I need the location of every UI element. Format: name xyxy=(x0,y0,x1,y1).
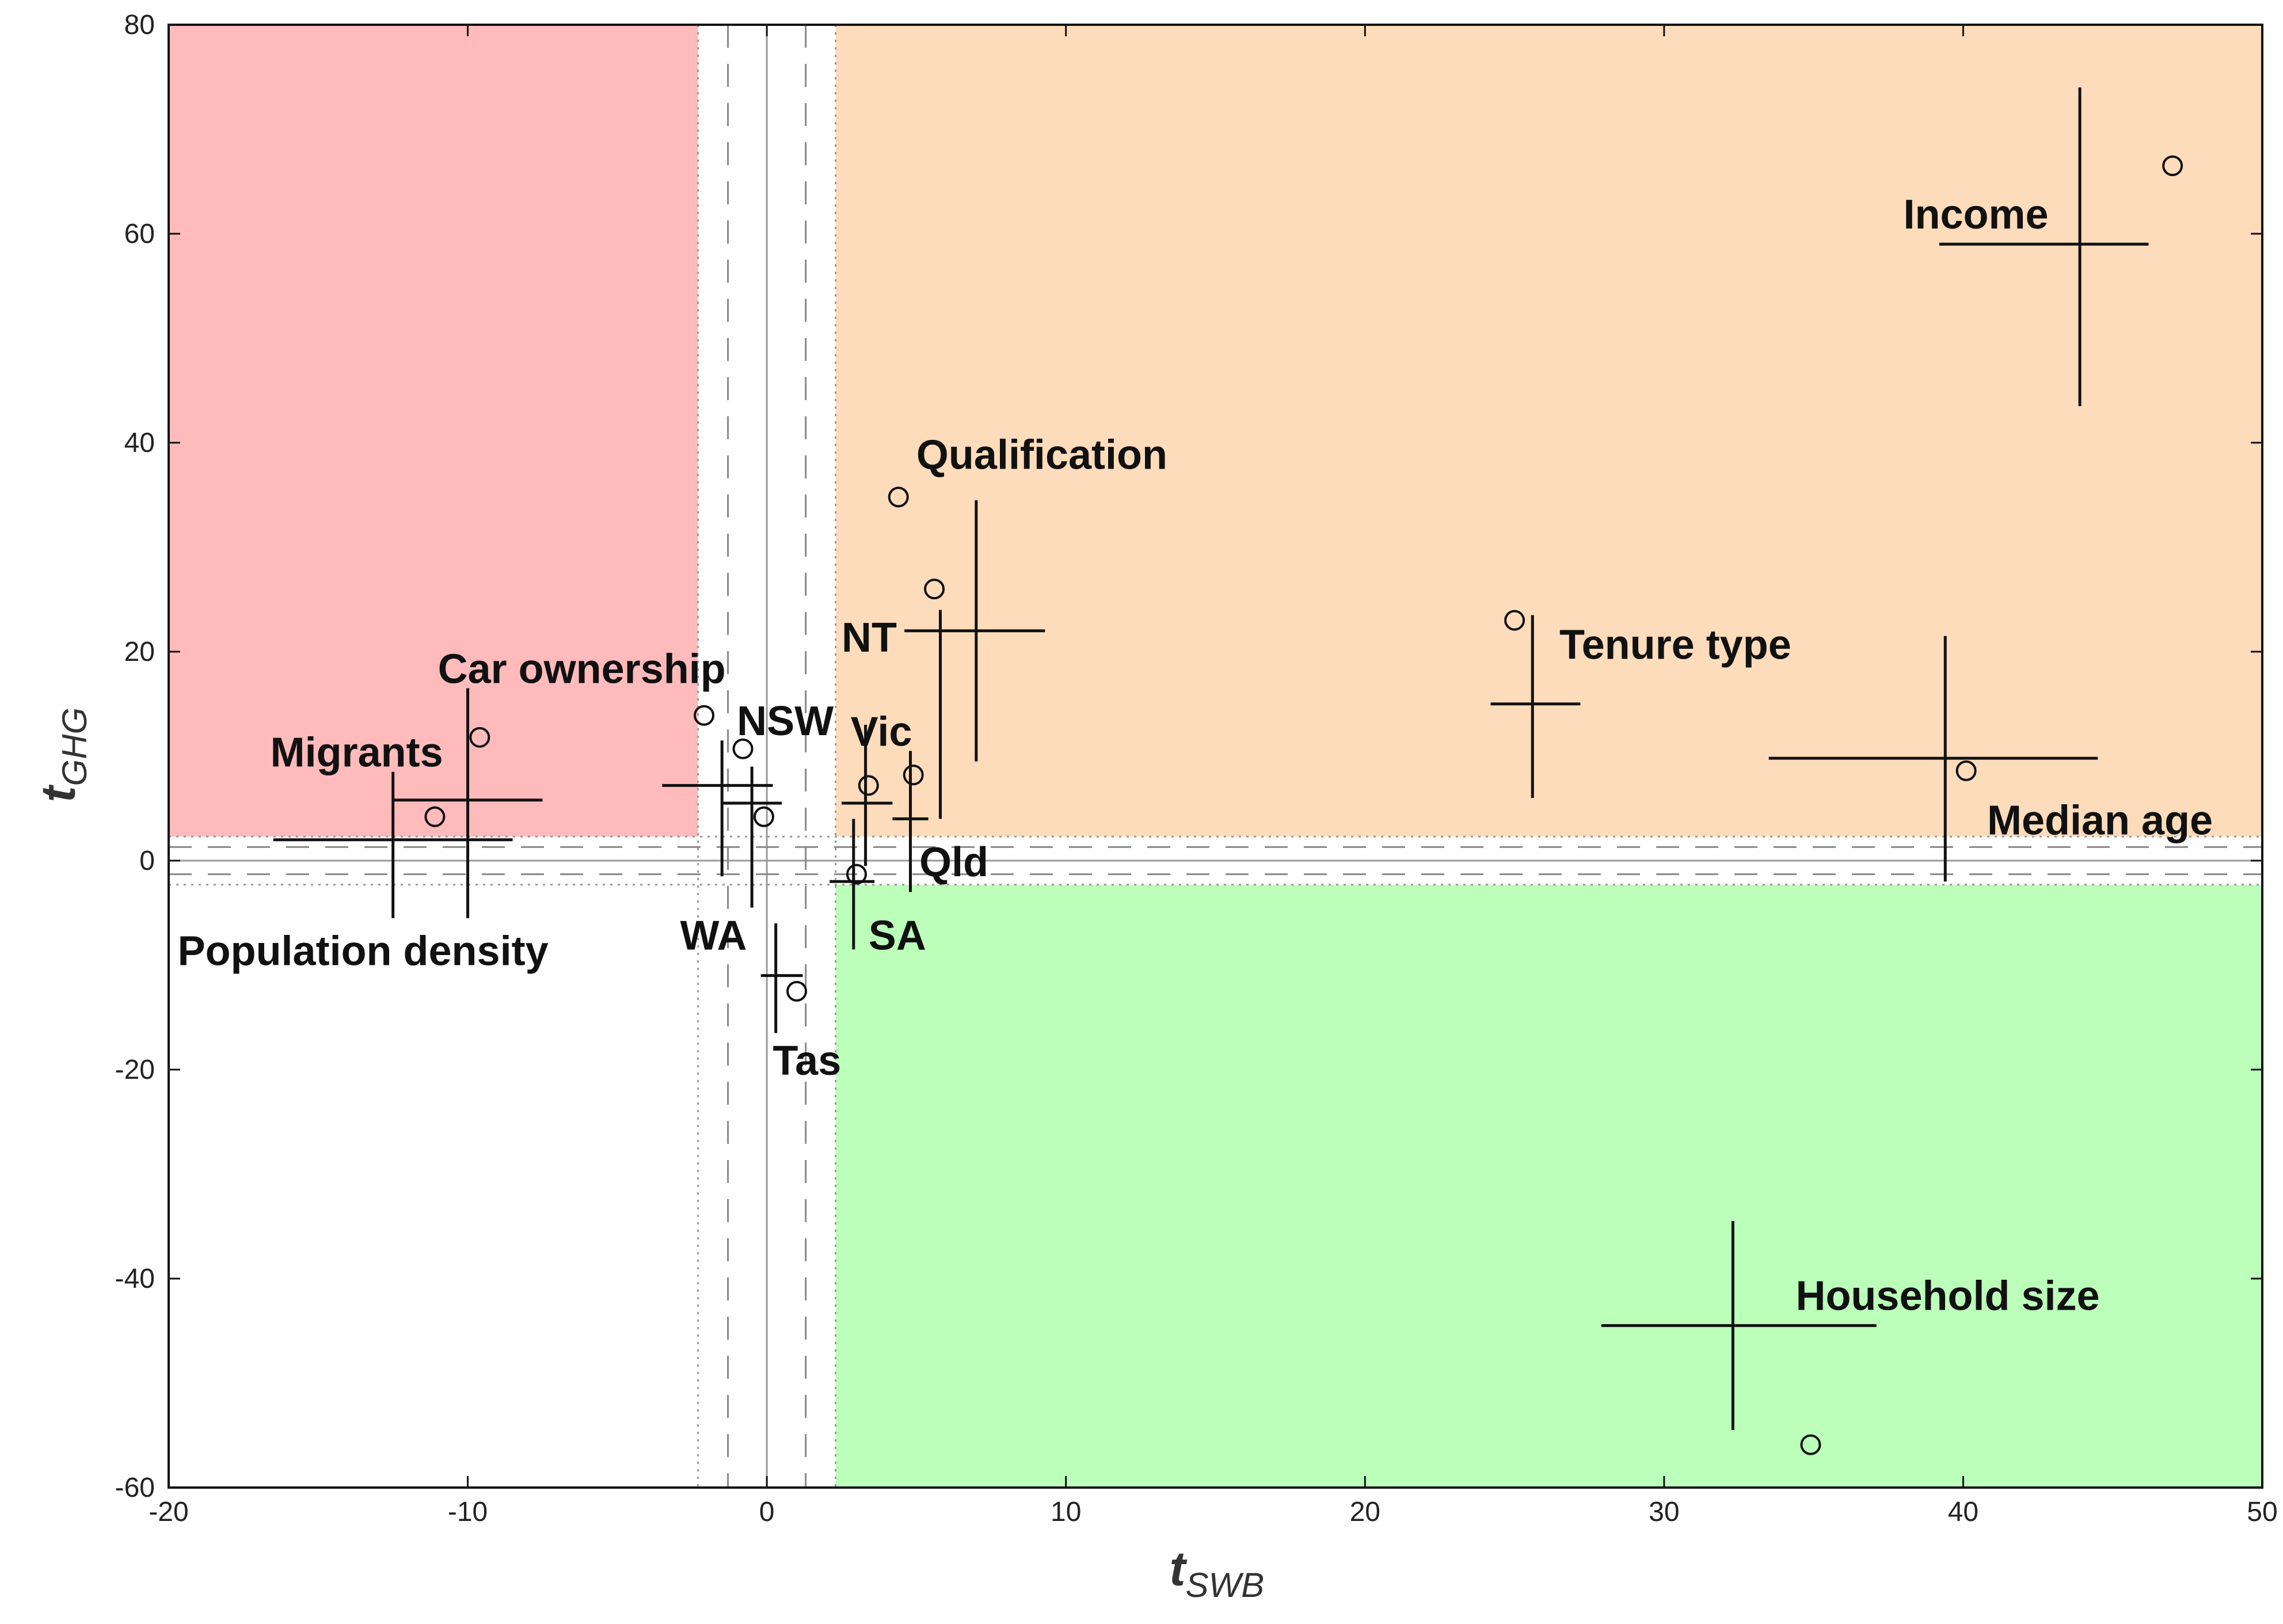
point-wa xyxy=(753,806,774,827)
label-qld: Qld xyxy=(919,839,988,885)
point-nsw xyxy=(732,738,754,759)
x-tick-label: 20 xyxy=(1350,1497,1380,1527)
label-median-age: Median age xyxy=(1987,798,2213,844)
x-tick-label: 40 xyxy=(1948,1497,1978,1527)
label-nsw: NSW xyxy=(737,698,834,744)
x-tick-label: 0 xyxy=(759,1497,775,1527)
label-tenure-type: Tenure type xyxy=(1559,622,1791,668)
label-car-ownership: Car ownership xyxy=(438,646,726,692)
point-car-ownership xyxy=(469,727,490,748)
y-tick-label: -60 xyxy=(115,1473,155,1503)
point-income xyxy=(2162,155,2183,177)
x-axis-label: tSWB xyxy=(1170,1542,1265,1604)
region-orange xyxy=(835,25,2262,837)
point-nt xyxy=(924,579,945,600)
data-points xyxy=(424,155,2183,1455)
label-tas: Tas xyxy=(773,1038,842,1084)
x-tick-label: -10 xyxy=(448,1497,488,1527)
point-population-density xyxy=(694,705,715,726)
point-household-size xyxy=(1800,1434,1821,1455)
point-vic xyxy=(858,775,879,796)
x-tick-label: 50 xyxy=(2247,1497,2277,1527)
y-axis-label-main: t xyxy=(31,785,85,803)
y-axis-label: tGHG xyxy=(31,708,94,803)
point-tas xyxy=(786,980,808,1002)
reference-lines xyxy=(169,25,2262,1488)
y-axis-label-sub: GHG xyxy=(55,708,94,786)
region-green xyxy=(835,884,2262,1488)
point-tenure-type xyxy=(1504,610,1525,631)
x-tick-label: -20 xyxy=(149,1497,188,1527)
y-tick-label: 80 xyxy=(124,10,155,40)
label-household-size: Household size xyxy=(1795,1273,2099,1319)
x-tick-label: 10 xyxy=(1051,1497,1081,1527)
label-sa: SA xyxy=(869,912,926,959)
point-labels: Income Qualification NT Tenure type Car owne… xyxy=(178,192,2213,1319)
x-axis-label-main: t xyxy=(1170,1542,1188,1596)
point-qld xyxy=(903,765,924,786)
point-sa xyxy=(846,864,867,885)
point-qualification xyxy=(888,486,909,508)
label-wa: WA xyxy=(680,912,747,959)
y-tick-label: 0 xyxy=(139,846,155,876)
x-tick-label: 30 xyxy=(1649,1497,1679,1527)
plot-frame xyxy=(168,24,2263,1489)
y-tick-label: -20 xyxy=(115,1055,155,1085)
label-population-density: Population density xyxy=(178,929,549,975)
quadrant-regions xyxy=(169,25,2262,1488)
error-crosses xyxy=(273,87,2149,1431)
label-qualification: Qualification xyxy=(916,432,1167,478)
x-axis-label-sub: SWB xyxy=(1185,1566,1264,1604)
y-tick-label: -40 xyxy=(115,1264,155,1294)
axis-ticks: -20 -10 0 10 20 30 40 50 -60 -40 -20 0 20 40 60 80 xyxy=(115,10,2278,1527)
plot-border xyxy=(168,24,2263,1489)
y-tick-label: 60 xyxy=(124,219,155,249)
y-tick-label: 40 xyxy=(124,428,155,458)
label-migrants: Migrants xyxy=(271,730,443,776)
label-vic: Vic xyxy=(851,709,912,755)
point-median-age xyxy=(1955,760,1977,781)
region-red xyxy=(169,25,698,837)
label-nt: NT xyxy=(842,615,897,661)
point-migrants xyxy=(424,806,446,827)
y-tick-label: 20 xyxy=(124,637,155,667)
label-income: Income xyxy=(1904,192,2049,238)
